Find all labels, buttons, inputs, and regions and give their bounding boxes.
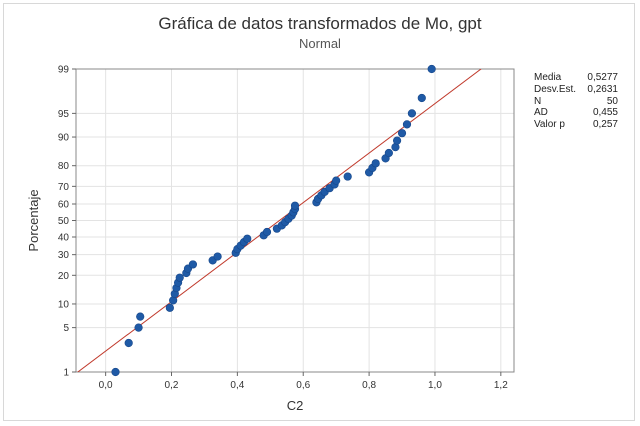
data-point <box>175 273 184 282</box>
stat-row-ad: AD 0,455 <box>534 107 618 119</box>
stat-row-pvalue: Valor p 0,257 <box>534 119 618 131</box>
data-point <box>427 64 436 74</box>
data-point <box>136 312 145 321</box>
data-point <box>243 234 252 243</box>
chart-frame <box>3 3 635 421</box>
stat-value: 0,5277 <box>587 72 618 83</box>
y-tick-label: 1 <box>63 368 69 379</box>
y-tick-label: 80 <box>58 161 70 172</box>
stat-row-stdev: Desv.Est. 0,2631 <box>534 84 618 96</box>
y-tick-label: 99 <box>58 65 70 76</box>
y-tick-label: 30 <box>58 250 70 261</box>
x-tick-label: 0,8 <box>362 380 376 391</box>
data-point <box>134 323 143 332</box>
x-tick-label: 1,2 <box>494 380 508 391</box>
y-tick-label: 70 <box>58 182 70 193</box>
data-point <box>417 93 426 103</box>
x-axis-label: C2 <box>287 398 304 413</box>
x-tick-label: 0,2 <box>165 380 179 391</box>
y-tick-label: 95 <box>58 109 70 120</box>
fit-line <box>77 69 482 372</box>
data-point <box>384 148 393 158</box>
chart-title: Gráfica de datos transformados de Mo, gp… <box>158 14 482 33</box>
data-point <box>262 227 272 237</box>
x-tick-label: 0,6 <box>296 380 310 391</box>
data-point <box>290 201 300 210</box>
stat-label: Media <box>534 72 562 83</box>
y-tick-label: 50 <box>58 216 70 227</box>
stats-table: Media 0,5277 Desv.Est. 0,2631 N 50 AD 0,… <box>534 72 618 131</box>
chart-subtitle: Normal <box>299 36 341 51</box>
data-point <box>332 176 341 185</box>
stat-label: AD <box>534 107 548 119</box>
x-tick-label: 1,0 <box>428 380 442 391</box>
stat-label: N <box>534 95 542 107</box>
data-point <box>397 129 407 138</box>
data-point <box>402 120 412 129</box>
y-tick-label: 5 <box>63 323 69 334</box>
data-point <box>343 172 352 181</box>
y-tick-label: 60 <box>58 200 70 211</box>
y-tick-label: 20 <box>58 271 70 282</box>
data-point <box>111 367 120 377</box>
data-point <box>392 136 402 145</box>
stat-value: 50 <box>606 95 618 107</box>
y-tick-label: 90 <box>58 133 70 144</box>
stat-value: 0,257 <box>592 119 618 131</box>
x-tick-label: 0,0 <box>99 380 113 391</box>
stat-value: 0,455 <box>592 107 618 119</box>
x-tick-label: 0,4 <box>230 380 244 391</box>
data-point <box>371 159 380 168</box>
stat-row-n: N 50 <box>534 96 618 108</box>
data-point <box>213 252 222 261</box>
stat-label: Valor p <box>534 119 565 131</box>
stat-value: 0,2631 <box>587 83 618 95</box>
stat-label: Desv.Est. <box>534 83 577 95</box>
data-point <box>188 260 198 269</box>
data-point <box>165 303 174 312</box>
stat-row-mean: Media 0,5277 <box>534 72 618 84</box>
y-tick-label: 40 <box>58 232 70 243</box>
y-axis-label: Porcentaje <box>26 189 41 251</box>
y-tick-label: 10 <box>58 299 70 310</box>
data-point <box>407 109 417 118</box>
data-point <box>124 338 133 348</box>
